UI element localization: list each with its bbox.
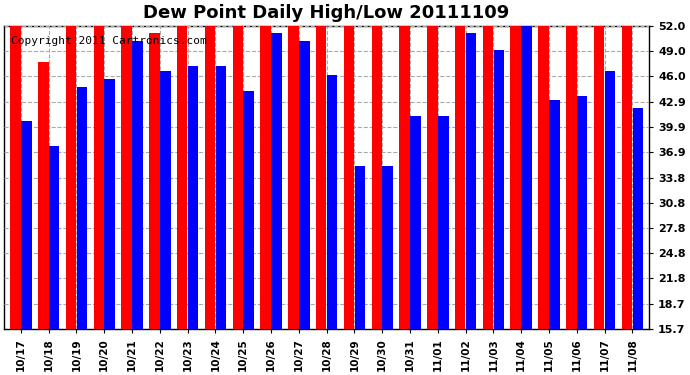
Bar (288, 0, 299, 329)
Bar (549, 100, 560, 329)
Bar (160, 70, 170, 329)
Bar (594, 0, 604, 329)
Bar (77, 87, 87, 329)
Bar (233, 0, 243, 329)
Bar (622, 0, 632, 329)
Bar (344, 4, 354, 329)
Title: Dew Point Daily High/Low 20111109: Dew Point Daily High/Low 20111109 (144, 4, 510, 22)
Bar (260, 0, 271, 329)
Bar (400, 0, 410, 329)
Bar (215, 66, 226, 329)
Bar (371, 25, 382, 329)
Bar (511, 0, 521, 329)
Text: Copyright 2011 Cartronics.com: Copyright 2011 Cartronics.com (10, 36, 206, 46)
Bar (271, 33, 282, 329)
Bar (483, 0, 493, 329)
Bar (633, 108, 643, 329)
Bar (604, 70, 615, 329)
Bar (188, 66, 198, 329)
Bar (121, 4, 132, 329)
Bar (466, 33, 476, 329)
Bar (104, 79, 115, 329)
Bar (382, 166, 393, 329)
Bar (410, 117, 421, 329)
Bar (21, 121, 32, 329)
Bar (577, 96, 587, 329)
Bar (493, 50, 504, 329)
Bar (244, 92, 254, 329)
Bar (538, 0, 549, 329)
Bar (94, 0, 104, 329)
Bar (566, 0, 577, 329)
Bar (327, 75, 337, 329)
Bar (49, 146, 59, 329)
Bar (455, 0, 466, 329)
Bar (38, 62, 48, 329)
Bar (10, 0, 21, 329)
Bar (66, 8, 77, 329)
Bar (316, 8, 326, 329)
Bar (522, 25, 532, 329)
Bar (355, 166, 365, 329)
Bar (177, 0, 188, 329)
Bar (438, 117, 449, 329)
Bar (132, 42, 143, 329)
Bar (149, 33, 159, 329)
Bar (299, 42, 310, 329)
Bar (205, 0, 215, 329)
Bar (427, 0, 437, 329)
